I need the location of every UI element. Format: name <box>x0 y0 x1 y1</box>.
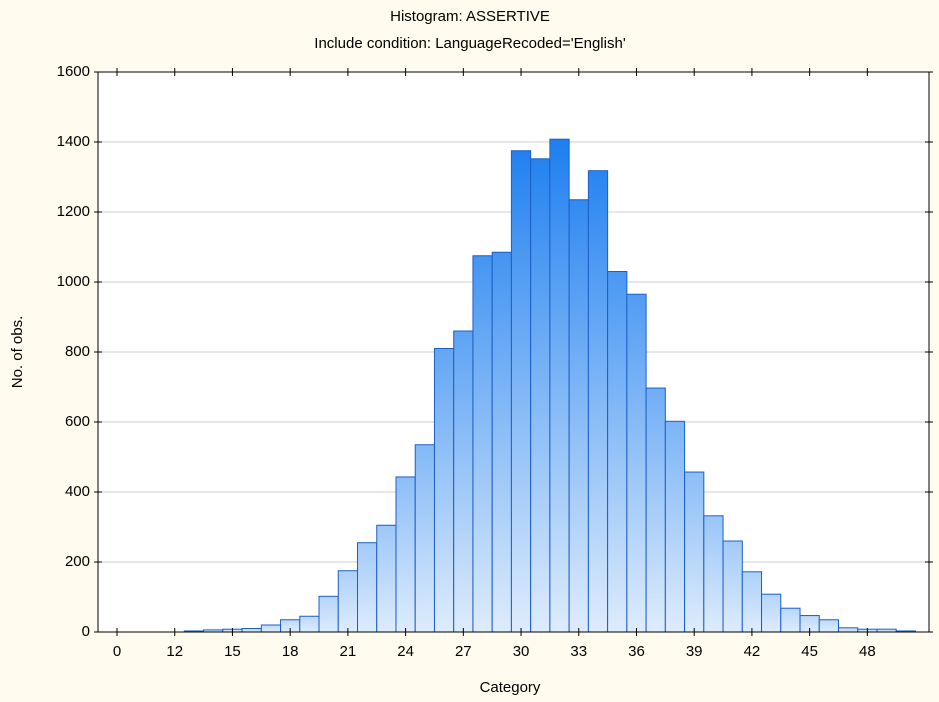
x-tick-label: 21 <box>340 643 357 660</box>
bar <box>491 251 512 633</box>
bar <box>299 615 320 633</box>
x-tick-label: 45 <box>801 643 818 660</box>
bar <box>549 138 570 633</box>
x-tick-label: 24 <box>397 643 414 660</box>
bar <box>357 542 378 633</box>
bar <box>530 158 551 633</box>
y-axis-label: No. of obs. <box>9 316 26 389</box>
chart-title: Histogram: ASSERTIVE <box>390 8 550 25</box>
bar <box>741 571 763 633</box>
x-tick-label: 42 <box>744 643 761 660</box>
bar <box>626 293 647 633</box>
x-tick-label: 18 <box>282 643 299 660</box>
bar <box>587 170 609 633</box>
bar <box>472 255 493 633</box>
y-tick-label: 200 <box>65 553 90 570</box>
bar <box>664 420 686 633</box>
bar <box>318 595 339 633</box>
y-tick-label: 0 <box>82 623 90 640</box>
bar <box>607 271 628 633</box>
bar <box>337 570 359 633</box>
y-tick-label: 1000 <box>57 273 90 290</box>
bar <box>433 348 455 633</box>
x-tick-label: 39 <box>686 643 703 660</box>
x-tick-label: 33 <box>570 643 587 660</box>
bar <box>453 330 474 633</box>
y-tick-label: 1400 <box>57 133 90 150</box>
x-tick-label: 27 <box>455 643 472 660</box>
x-tick-label: 30 <box>513 643 530 660</box>
bar <box>395 476 416 633</box>
x-tick-label: 15 <box>224 643 241 660</box>
y-tick-label: 800 <box>65 343 90 360</box>
y-tick-label: 600 <box>65 413 90 430</box>
y-tick-label: 1200 <box>57 203 90 220</box>
bar <box>568 199 589 633</box>
x-tick-label: 36 <box>628 643 645 660</box>
chart-subtitle: Include condition: LanguageRecoded='Engl… <box>314 35 626 52</box>
bar <box>818 619 840 633</box>
bar <box>703 515 724 633</box>
bar <box>838 627 859 633</box>
x-tick-label: 48 <box>859 643 876 660</box>
bar <box>645 387 666 633</box>
bar <box>260 624 282 633</box>
y-tick-label: 1600 <box>57 63 90 80</box>
bar <box>722 540 743 633</box>
bar <box>761 593 782 633</box>
x-tick-label: 0 <box>113 643 121 660</box>
x-axis-label: Category <box>480 679 541 696</box>
bar <box>376 524 397 633</box>
plot-frame <box>97 71 930 633</box>
bar <box>414 444 435 633</box>
bar <box>780 607 801 633</box>
bar <box>684 471 705 633</box>
bar <box>241 628 262 633</box>
x-tick-label: 12 <box>166 643 183 660</box>
y-tick-label: 400 <box>65 483 90 500</box>
bar <box>510 150 532 633</box>
